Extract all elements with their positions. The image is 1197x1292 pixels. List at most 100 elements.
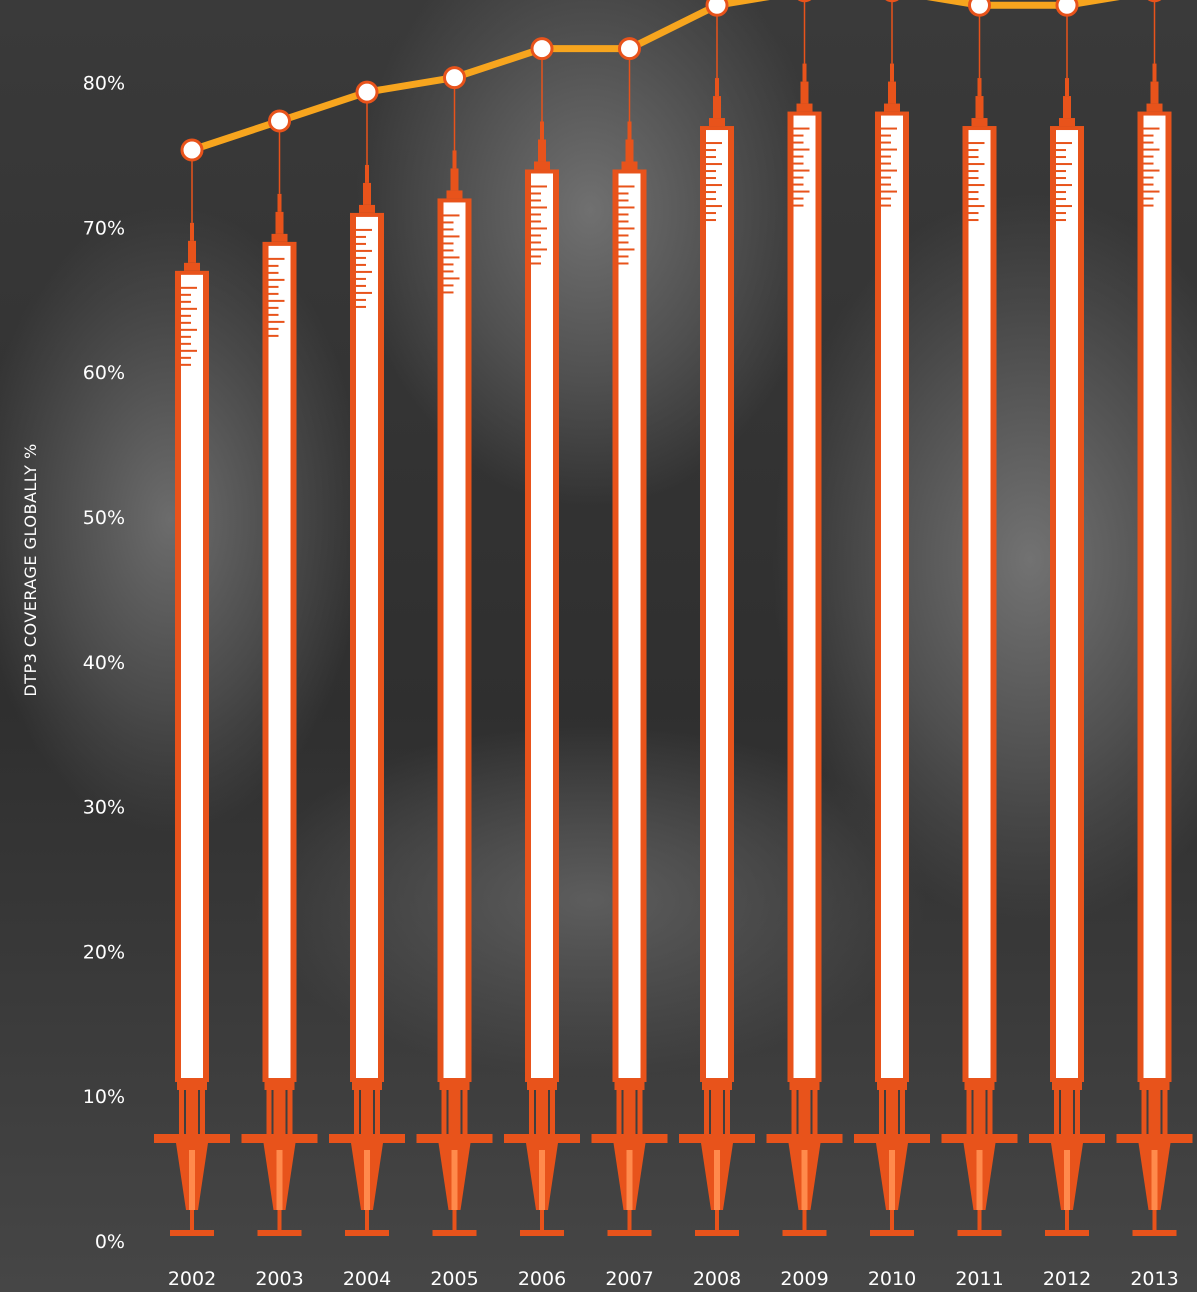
syringe-bar xyxy=(679,78,755,1236)
plunger-rail-right xyxy=(200,1090,205,1134)
finger-flange xyxy=(154,1134,230,1143)
syringe-needle xyxy=(627,121,632,140)
syringe-mark xyxy=(706,170,716,173)
syringe-mark xyxy=(881,148,897,151)
syringe-mark xyxy=(268,313,279,316)
x-tick-label: 2006 xyxy=(518,1268,566,1290)
syringe-mark xyxy=(531,185,547,188)
plunger-core xyxy=(1151,1150,1158,1210)
syringe-mark xyxy=(181,300,191,303)
syringe-mark xyxy=(881,204,891,207)
trend-point xyxy=(1147,0,1162,3)
syringe-mark xyxy=(356,270,372,273)
syringe-needle xyxy=(890,63,894,82)
syringe-bar xyxy=(941,78,1018,1236)
thumb-rest xyxy=(1132,1230,1177,1236)
syringe-mark xyxy=(706,219,716,222)
syringe-mark xyxy=(356,291,372,294)
syringe-mark xyxy=(1143,162,1154,165)
finger-flange xyxy=(766,1134,843,1143)
syringe-mark xyxy=(1056,205,1072,208)
syringe-mark xyxy=(181,321,191,324)
syringe-mark xyxy=(618,227,635,230)
x-tick-label: 2008 xyxy=(693,1268,741,1290)
syringe-hub xyxy=(184,262,200,271)
syringe-mark xyxy=(1143,141,1154,144)
plunger-rail-right xyxy=(550,1090,555,1134)
syringe-mark xyxy=(531,248,547,251)
syringe-mark xyxy=(618,255,629,258)
syringe-mark xyxy=(706,198,716,201)
plunger-stem xyxy=(190,1210,194,1230)
plunger-stem xyxy=(365,1210,369,1230)
syringe-bar xyxy=(591,121,668,1236)
syringe-mark xyxy=(443,249,454,252)
plunger-core xyxy=(801,1150,808,1210)
syringe-needle-base xyxy=(713,96,721,119)
plunger-rail-right xyxy=(812,1090,818,1134)
plunger-rail-left xyxy=(529,1090,534,1134)
syringe-mark xyxy=(968,177,979,180)
plunger-rod xyxy=(973,1090,986,1134)
syringe-window xyxy=(706,130,728,1079)
syringe-needle xyxy=(277,193,282,212)
syringe-mark xyxy=(356,305,366,308)
thumb-rest xyxy=(1045,1230,1089,1236)
syringe-mark xyxy=(268,257,285,260)
plunger-core xyxy=(189,1150,195,1210)
syringe-needle xyxy=(1152,63,1157,82)
syringe-stopper xyxy=(1139,1082,1170,1090)
syringe-needle-base xyxy=(975,96,984,119)
syringe-mark xyxy=(618,206,635,209)
thumb-rest xyxy=(957,1230,1002,1236)
syringe-mark xyxy=(268,327,279,330)
syringe-mark xyxy=(706,177,716,180)
syringe-mark xyxy=(531,262,541,265)
syringe-stopper xyxy=(1052,1082,1082,1090)
syringe-mark xyxy=(1056,212,1066,215)
syringe-stopper xyxy=(964,1082,995,1090)
syringe-window xyxy=(793,115,816,1078)
syringe-mark xyxy=(268,306,279,309)
thumb-rest xyxy=(432,1230,477,1236)
plunger-core xyxy=(889,1150,895,1210)
thumb-rest xyxy=(257,1230,302,1236)
syringe-mark xyxy=(968,184,985,187)
syringe-window xyxy=(1143,115,1166,1078)
syringe-mark xyxy=(1056,177,1066,180)
plunger-core xyxy=(276,1150,283,1210)
syringe-mark xyxy=(706,205,722,208)
plunger-rod xyxy=(623,1090,636,1134)
syringe-mark xyxy=(1056,163,1072,166)
syringe-mark xyxy=(793,183,804,186)
syringe-hub xyxy=(271,233,288,242)
syringe-mark xyxy=(443,284,454,287)
syringe-mark xyxy=(356,228,372,231)
syringe-mark xyxy=(181,328,197,331)
syringe-mark xyxy=(356,249,372,252)
syringe-mark xyxy=(881,169,897,172)
plunger-rail-right xyxy=(1075,1090,1080,1134)
syringe-mark xyxy=(618,213,629,216)
syringe-mark xyxy=(1056,170,1066,173)
finger-flange xyxy=(591,1134,668,1143)
syringe-mark xyxy=(531,192,541,195)
syringe-mark xyxy=(793,197,804,200)
syringe-window xyxy=(881,115,903,1078)
plunger-rod xyxy=(1148,1090,1161,1134)
syringe-mark xyxy=(618,192,629,195)
plunger-rail-left xyxy=(704,1090,709,1134)
plunger-rail-left xyxy=(1141,1090,1147,1134)
trend-point xyxy=(705,0,729,17)
plunger-rail-left xyxy=(179,1090,184,1134)
thumb-rest xyxy=(607,1230,652,1236)
plunger-rail-left xyxy=(616,1090,622,1134)
plunger-rod xyxy=(536,1090,548,1134)
syringe-mark xyxy=(268,285,279,288)
y-tick-label: 50% xyxy=(83,507,125,529)
syringe-mark xyxy=(1056,142,1072,145)
syringe-needle xyxy=(977,78,982,97)
syringe-mark xyxy=(443,221,454,224)
y-tick-label: 0% xyxy=(95,1231,125,1253)
